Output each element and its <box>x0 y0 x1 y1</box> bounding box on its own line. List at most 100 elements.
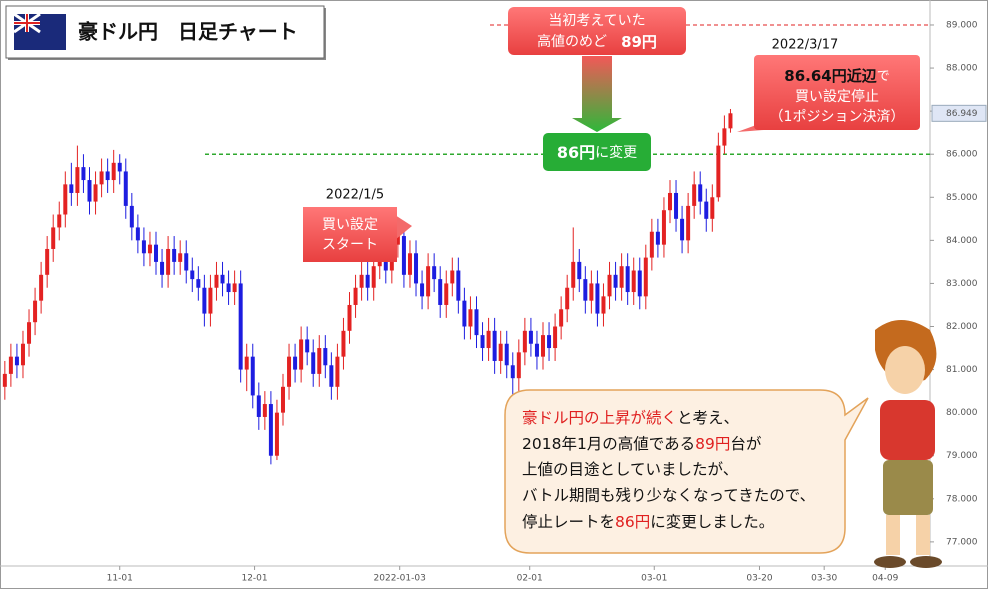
candle-body <box>208 287 213 314</box>
candle-body <box>595 283 600 314</box>
candle-body <box>661 210 666 245</box>
y-tick-label: 85.000 <box>946 193 978 203</box>
candle-body <box>504 343 509 366</box>
candle-body <box>559 309 564 327</box>
candle-body <box>456 270 461 301</box>
candle-body <box>565 287 570 310</box>
candle-body <box>365 274 370 288</box>
candle-body <box>341 330 346 357</box>
candle-body <box>184 253 189 271</box>
candle-body <box>716 145 721 198</box>
candle-body <box>601 296 606 314</box>
candle-body <box>51 227 56 249</box>
title-box: 豪ドル円 日足チャート <box>5 5 326 60</box>
candle-body <box>359 274 364 288</box>
candle-body <box>147 244 152 254</box>
date-label: 2022/3/17 <box>772 38 839 53</box>
candle-body <box>613 274 618 288</box>
candle-body <box>686 205 691 241</box>
candle-body <box>160 261 165 275</box>
candle-body <box>323 348 328 366</box>
callout-text: 86.64円近辺で <box>784 67 889 85</box>
candle-body <box>311 352 316 374</box>
candle-body <box>232 283 237 293</box>
candle-body <box>655 231 660 245</box>
candle-body <box>117 162 122 172</box>
candle-body <box>571 261 576 288</box>
last-price-label: 86.949 <box>946 109 978 119</box>
candle-body <box>329 365 334 387</box>
candle-body <box>262 404 267 417</box>
candle-body <box>534 343 539 357</box>
candle-body <box>220 274 225 284</box>
candle-body <box>401 236 406 275</box>
candle-body <box>383 257 388 271</box>
candle-body <box>33 300 38 323</box>
y-tick-label: 86.000 <box>946 150 978 160</box>
callout-text: スタート <box>322 237 378 253</box>
stop-callout: 86円に変更 <box>543 133 651 171</box>
candle-body <box>649 231 654 258</box>
y-tick-label: 84.000 <box>946 236 978 246</box>
y-tick-label: 82.000 <box>946 322 978 332</box>
candle-body <box>305 339 310 353</box>
candle-body <box>438 279 443 305</box>
candle-body <box>63 184 68 215</box>
candle-body <box>643 257 648 297</box>
candle-body <box>166 248 171 275</box>
end-callout: 86.64円近辺で 買い設定停止 （1ポジション決済） <box>737 55 920 132</box>
candle-body <box>178 253 183 262</box>
character <box>874 320 942 568</box>
candle-body <box>432 266 437 280</box>
start-callout: 買い設定 スタート <box>303 207 412 262</box>
candle-body <box>450 270 455 284</box>
candle-body <box>728 113 733 129</box>
candle-body <box>347 304 352 331</box>
date-label: 2022/1/5 <box>326 188 384 203</box>
candle-body <box>371 266 376 288</box>
candle-body <box>39 274 44 301</box>
callout-text: 高値のめど 89円 <box>537 33 657 51</box>
candle-body <box>492 330 497 361</box>
candle-body <box>462 300 467 327</box>
x-tick-label: 03-30 <box>811 574 837 584</box>
candle-body <box>528 330 533 344</box>
x-tick-label: 04-09 <box>872 574 898 584</box>
candle-body <box>553 326 558 349</box>
candle-body <box>214 274 219 288</box>
candle-body <box>244 356 249 370</box>
x-tick-label: 11-01 <box>107 574 133 584</box>
candle-body <box>468 309 473 327</box>
candle-body <box>105 171 110 181</box>
candle-body <box>87 180 92 202</box>
candle-body <box>486 330 491 349</box>
candle-body <box>111 162 116 181</box>
candle-body <box>2 373 7 387</box>
candle-body <box>522 330 527 353</box>
candle-body <box>8 356 13 374</box>
candle-body <box>226 283 231 293</box>
candle-body <box>75 167 80 193</box>
candle-body <box>722 128 727 146</box>
candle-body <box>407 253 412 275</box>
candle-body <box>69 184 74 193</box>
callout-text: 買い設定停止 <box>795 88 879 105</box>
candle-body <box>14 356 19 366</box>
candle-body <box>426 266 431 297</box>
x-tick-label: 2022-01-03 <box>374 574 426 584</box>
candle-body <box>414 253 419 284</box>
candle-body <box>202 287 207 314</box>
candle-body <box>680 218 685 241</box>
y-tick-label: 89.000 <box>946 20 978 30</box>
y-tick-label: 83.000 <box>946 279 978 289</box>
candle-body <box>280 386 285 413</box>
candle-body <box>498 343 503 361</box>
candle-body <box>238 283 243 370</box>
y-tick-label: 80.000 <box>946 408 978 418</box>
candle-body <box>395 236 400 245</box>
comment-text: 2018年1月の高値である89円台が <box>522 435 762 453</box>
candle-body <box>444 283 449 305</box>
x-tick-label: 03-01 <box>641 574 667 584</box>
comment-text: 豪ドル円の上昇が続くと考え、 <box>522 408 739 427</box>
